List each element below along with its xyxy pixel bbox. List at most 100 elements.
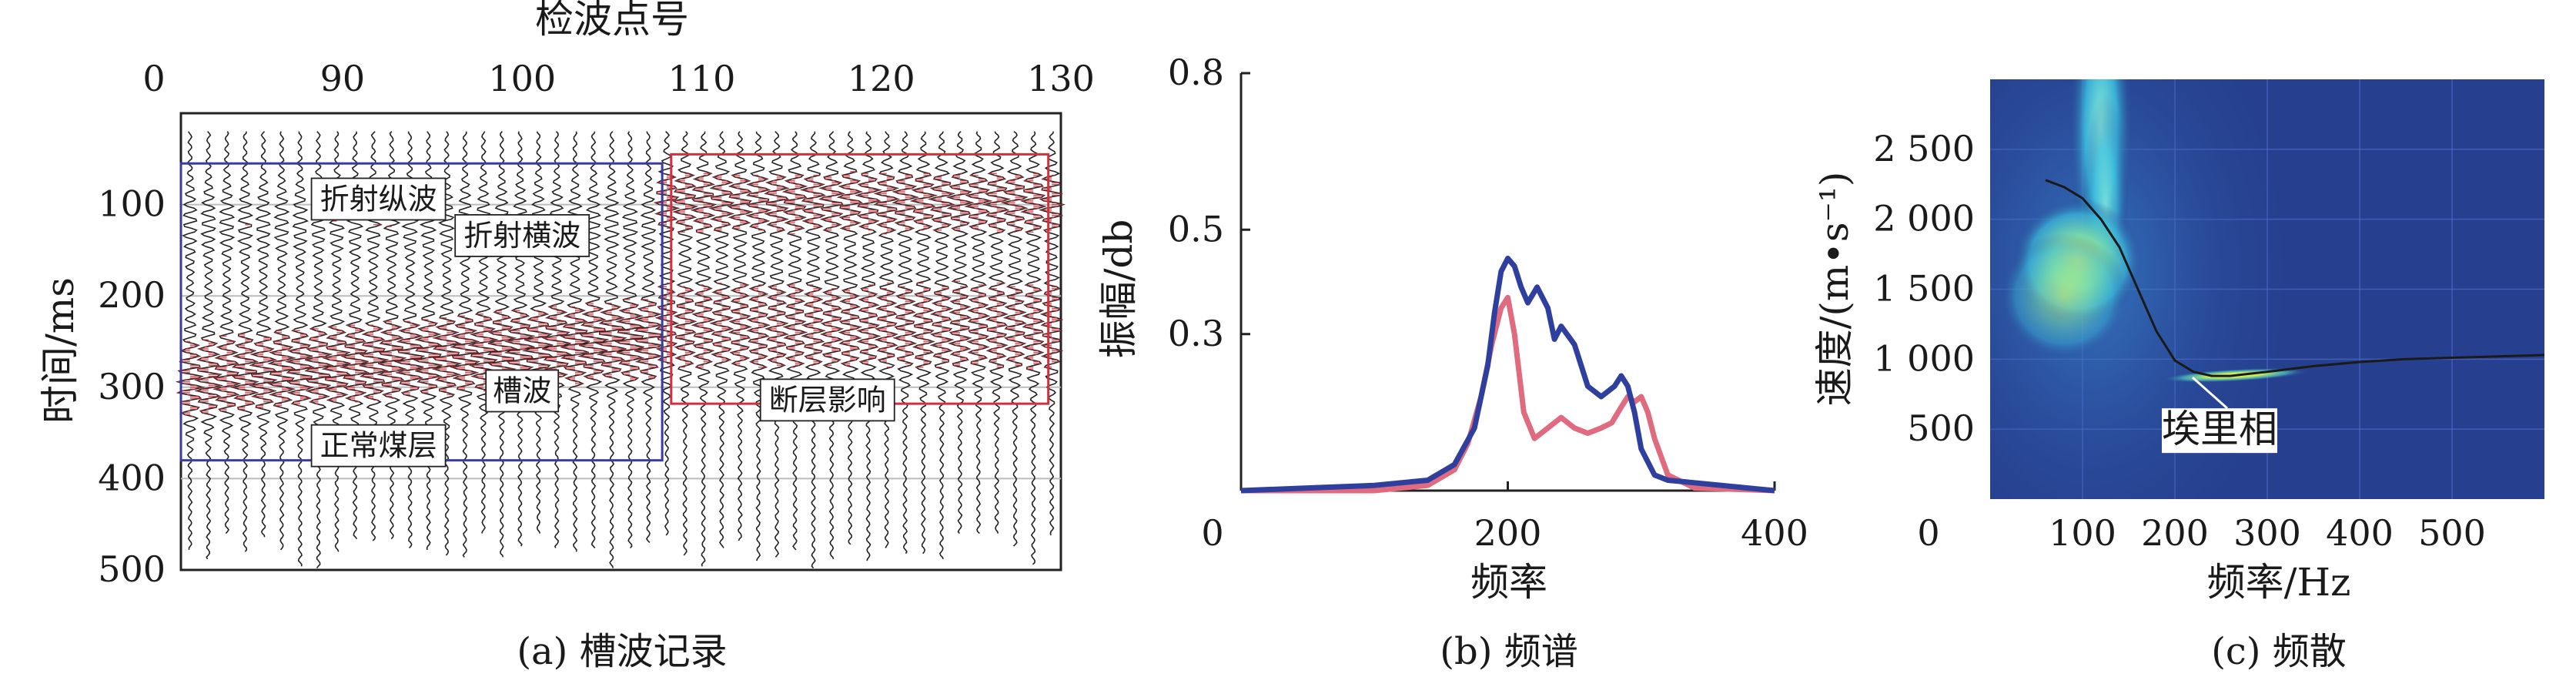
- panel-a-trace: [634, 131, 664, 543]
- panel-a-annotation-label: 槽波: [493, 374, 551, 408]
- panel-a-trace: [503, 131, 536, 547]
- panel-c-ticks: 0 100 200 300 400 500 500 1 000 1 500 2 000 2 500: [1873, 128, 2486, 554]
- panel-a-trace: [449, 131, 480, 558]
- panel-b-y-tick-label: 0.3: [1168, 313, 1224, 354]
- panel-a-trace-highlight: [542, 304, 571, 384]
- panel-a-trace-highlight: [560, 306, 590, 384]
- panel-a-top-tick-label: 110: [668, 58, 736, 99]
- panel-c-annotation-label: 埃里相: [2162, 407, 2277, 451]
- panel-c-x-tick-label: 400: [2326, 512, 2394, 554]
- panel-b: 0 200 400 0.8 0.5 0.3 振幅/db 频率 (b) 频谱: [1096, 52, 1808, 673]
- panel-c-y-tick-label: 1 000: [1873, 337, 1975, 379]
- panel-a-trace-highlight: [673, 173, 697, 368]
- panel-a-y-tick-label: 300: [98, 366, 166, 407]
- panel-a-trace: [892, 131, 920, 555]
- panel-a-trace: [909, 131, 938, 555]
- panel-a-trace-highlight: [323, 220, 351, 403]
- panel-b-series-line: [1240, 256, 1775, 494]
- panel-a-annotation-box: [310, 424, 447, 468]
- panel-a-annotation-label: 断层影响: [769, 383, 886, 417]
- panel-a-trace-highlight: [305, 328, 332, 404]
- panel-b-x-tick-label: 200: [1474, 512, 1542, 554]
- panel-a-annotation-label: 折射横波: [463, 219, 580, 253]
- panel-a-trace-highlight: [341, 324, 369, 403]
- panel-a-top-tick-label: 0: [142, 58, 165, 99]
- panel-a-trace-highlight: [985, 173, 1009, 368]
- panel-b-x-tick-label: 0: [1201, 512, 1223, 554]
- panel-c-energy-halo: [1990, 79, 2304, 499]
- panel-a-trace-highlight: [359, 223, 387, 401]
- panel-a-trace-highlight: [579, 302, 608, 381]
- panel-a-y-tick-label: 500: [98, 548, 166, 590]
- panel-c-y-tick-label: 2 000: [1873, 198, 1975, 240]
- panel-b-y-tick-label: 0.5: [1168, 208, 1224, 250]
- panel-a-trace-highlight: [765, 174, 788, 367]
- panel-a-trace-highlight: [692, 173, 715, 368]
- panel-a-trace-highlight: [597, 302, 627, 379]
- panel-a-trace: [212, 131, 242, 535]
- panel-a-annotation-label: 折射纵波: [320, 182, 437, 216]
- panel-a-top-axis-label: 检波点号: [535, 0, 689, 42]
- panel-c-x-tick-label: 200: [2141, 512, 2209, 554]
- panel-a-annotation-box: [485, 369, 560, 413]
- panel-a-annotation-box: [310, 177, 447, 221]
- panel-a: 检波点号 0 90 100 110 120 130 时间/ms 100 200 300 400 5…: [38, 0, 1095, 673]
- panel-a-trace-highlight: [616, 299, 644, 381]
- panel-c-y-tick-label: 1 500: [1873, 268, 1975, 310]
- panel-c-energy: [1990, 79, 2309, 499]
- panel-a-trace-highlight: [838, 171, 861, 367]
- panel-b-y-label: 振幅/db: [1096, 220, 1141, 359]
- panel-a-trace-highlight: [634, 299, 663, 379]
- panel-a-annotation-box: [454, 213, 590, 257]
- panel-b-series: [1240, 256, 1775, 494]
- panel-a-caption: (a) 槽波记录: [517, 630, 727, 673]
- panel-a-trace-highlight: [250, 335, 276, 411]
- panel-a-annotation-box: [759, 378, 895, 422]
- panel-c-y-tick-label: 2 500: [1873, 128, 1975, 169]
- panel-a-top-tick-label: 120: [848, 58, 915, 99]
- panel-a-top-tick-label: 100: [488, 58, 556, 99]
- panel-c-x-tick-label: 100: [2049, 512, 2116, 554]
- panel-a-top-tick-label: 90: [320, 58, 366, 99]
- panel-a-annotation-label: 正常煤层: [320, 429, 437, 463]
- panel-a-trace-highlight: [287, 330, 313, 407]
- panel-a-y-label: 时间/ms: [38, 277, 82, 424]
- panel-a-trace-highlight: [728, 174, 751, 367]
- panel-b-x-tick-label: 400: [1741, 512, 1808, 554]
- panel-a-trace-highlight: [801, 174, 825, 367]
- panel-a-trace: [745, 131, 772, 561]
- panel-a-trace-highlight: [396, 320, 424, 397]
- panel-a-trace-highlight: [269, 330, 295, 408]
- panel-a-trace: [248, 131, 278, 538]
- panel-c-annotation: 埃里相: [2162, 377, 2277, 454]
- panel-c-annotation-leader: [2192, 377, 2228, 410]
- panel-a-trace-highlight: [857, 173, 880, 364]
- panel-a-trace-highlight: [433, 317, 460, 396]
- panel-a-trace-highlight: [929, 174, 954, 368]
- panel-c-energy-hotspot: [1999, 233, 2129, 360]
- panel-a-trace-highlight: [214, 335, 239, 412]
- panel-a-trace-highlight: [710, 174, 734, 364]
- panel-c-dispersion-curve: [2045, 179, 2544, 377]
- panel-c-x-label: 频率/Hz: [2207, 560, 2351, 605]
- panel-b-x-label: 频率: [1470, 560, 1547, 605]
- panel-a-trace: [267, 131, 296, 551]
- panel-b-ticks: 0 200 400 0.8 0.5 0.3: [1168, 52, 1808, 554]
- panel-a-trace: [1019, 131, 1047, 565]
- panel-a-trace-highlight: [820, 174, 844, 367]
- panel-a-trace: [781, 131, 808, 551]
- panel-a-top-ticks: 0 90 100 110 120 130: [142, 58, 1095, 99]
- panel-a-trace: [653, 131, 681, 536]
- panel-c-x-tick-label: 0: [1917, 512, 1939, 554]
- panel-a-y-tick-label: 400: [98, 457, 166, 498]
- panel-a-trace-highlight: [948, 173, 972, 368]
- panel-b-series-line: [1241, 294, 1775, 494]
- panel-a-trace: [594, 131, 627, 568]
- panel-c-y-tick-label: 500: [1907, 407, 1975, 449]
- panel-a-top-tick-label: 130: [1027, 58, 1095, 99]
- panel-a-y-tick-label: 200: [98, 274, 166, 316]
- panel-a-trace-highlight: [784, 174, 806, 368]
